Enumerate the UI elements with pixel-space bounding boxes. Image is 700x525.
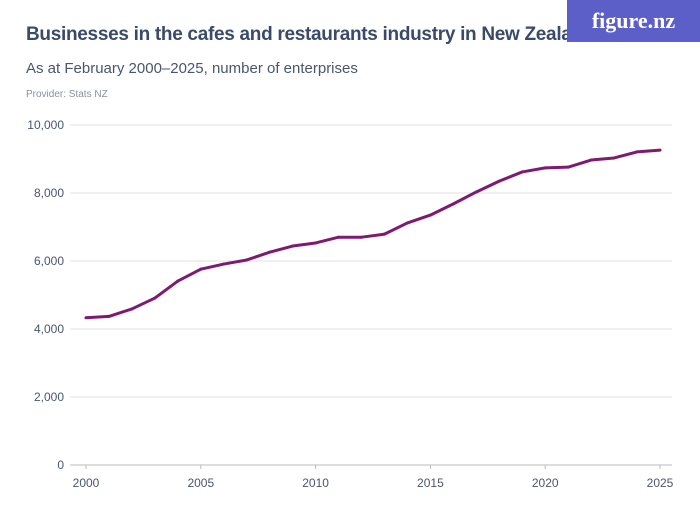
- data-point: [107, 314, 111, 318]
- data-point: [337, 235, 341, 239]
- data-point: [222, 262, 226, 266]
- data-point: [474, 190, 478, 194]
- data-point: [130, 307, 134, 311]
- data-point: [245, 258, 249, 262]
- data-point: [268, 250, 272, 254]
- data-point: [566, 165, 570, 169]
- x-tick-label: 2010: [302, 476, 329, 490]
- figure-nz-logo[interactable]: figure.nz: [567, 0, 700, 42]
- data-point: [451, 202, 455, 206]
- data-point: [589, 158, 593, 162]
- data-point: [635, 150, 639, 154]
- x-tick-label: 2000: [73, 476, 100, 490]
- x-tick-label: 2020: [532, 476, 559, 490]
- chart-title: Businesses in the cafes and restaurants …: [26, 24, 595, 45]
- x-tick-label: 2005: [187, 476, 214, 490]
- series-line: [85, 148, 661, 320]
- data-point: [658, 148, 662, 152]
- y-tick-label: 10,000: [27, 118, 64, 132]
- data-point: [314, 241, 318, 245]
- data-point: [520, 170, 524, 174]
- y-tick-label: 6,000: [34, 254, 64, 268]
- data-point: [428, 213, 432, 217]
- x-tick-label: 2015: [417, 476, 444, 490]
- provider-label: Provider: Stats NZ: [26, 89, 108, 100]
- y-tick-label: 0: [57, 458, 64, 472]
- y-tick-label: 2,000: [34, 390, 64, 404]
- data-point: [84, 316, 88, 320]
- data-point: [497, 179, 501, 183]
- chart-subtitle: As at February 2000–2025, number of ente…: [26, 60, 358, 77]
- data-point: [153, 296, 157, 300]
- y-tick-label: 8,000: [34, 186, 64, 200]
- x-tick-label: 2025: [647, 476, 674, 490]
- data-point: [405, 221, 409, 225]
- data-point: [176, 279, 180, 283]
- data-point: [382, 232, 386, 236]
- data-point: [612, 156, 616, 160]
- data-point: [199, 267, 203, 271]
- y-tick-label: 4,000: [34, 322, 64, 336]
- data-point: [543, 166, 547, 170]
- data-point: [360, 235, 364, 239]
- data-point: [291, 244, 295, 248]
